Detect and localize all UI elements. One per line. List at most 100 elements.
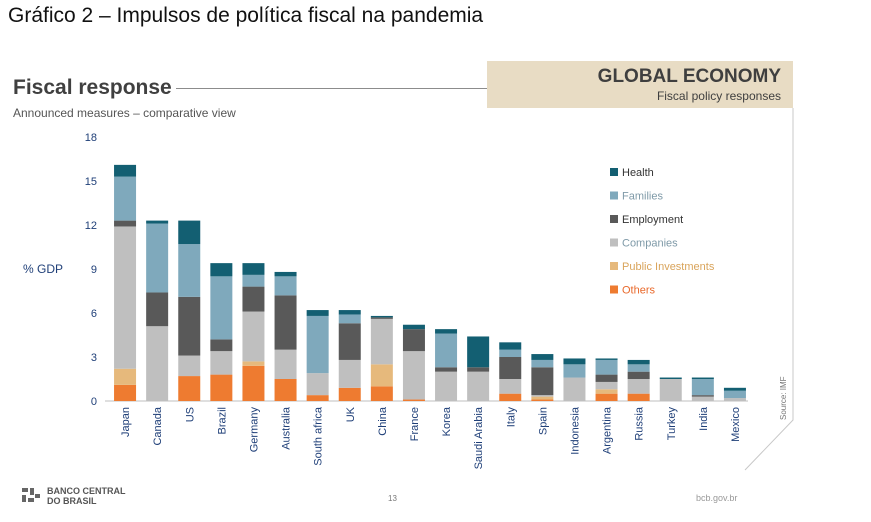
x-tick-label: India bbox=[698, 406, 710, 431]
bar-segment bbox=[595, 393, 618, 401]
bar-segment bbox=[242, 311, 265, 362]
legend-label: Employment bbox=[622, 214, 683, 226]
x-tick-label: Canada bbox=[152, 406, 164, 445]
bar-segment bbox=[210, 339, 233, 352]
bar-segment bbox=[370, 315, 393, 318]
bar-segment bbox=[563, 358, 586, 365]
x-tick-label: Australia bbox=[281, 406, 293, 450]
bar-segment bbox=[627, 371, 650, 379]
x-tick-label: Saudi Arabia bbox=[473, 406, 485, 469]
bar-segment bbox=[114, 164, 137, 177]
bar-segment bbox=[114, 220, 137, 227]
bar-segment bbox=[242, 286, 265, 312]
bar-segment bbox=[242, 274, 265, 287]
bar-segment bbox=[595, 358, 618, 360]
bar-segment bbox=[595, 374, 618, 382]
bar-segment bbox=[306, 395, 329, 401]
x-tick-label: China bbox=[377, 406, 389, 436]
bar-segment bbox=[402, 324, 425, 330]
x-tick-label: France bbox=[409, 407, 421, 441]
x-tick-label: Turkey bbox=[666, 407, 678, 441]
bar-segment bbox=[723, 387, 746, 391]
bar-segment bbox=[467, 367, 490, 372]
bar-segment bbox=[274, 379, 297, 401]
bar-segment bbox=[402, 351, 425, 400]
bar-segment bbox=[627, 393, 650, 401]
global-economy-badge: GLOBAL ECONOMY Fiscal policy responses bbox=[487, 61, 793, 108]
title-rule bbox=[176, 88, 488, 89]
bar-segment bbox=[435, 367, 458, 372]
y-tick-label: 6 bbox=[91, 308, 97, 320]
legend-swatch bbox=[610, 285, 618, 294]
bar-segment bbox=[178, 376, 201, 401]
bar-segment bbox=[531, 354, 554, 360]
bar-segment bbox=[370, 317, 393, 319]
bar-segment bbox=[306, 315, 329, 374]
y-tick-label: 9 bbox=[91, 264, 97, 276]
bar-segment bbox=[338, 359, 361, 388]
bar-segment bbox=[338, 310, 361, 315]
bar-segment bbox=[114, 176, 137, 221]
bar-segment bbox=[370, 386, 393, 401]
bar-segment bbox=[627, 364, 650, 372]
bar-segment bbox=[274, 276, 297, 296]
bar-segment bbox=[595, 381, 618, 390]
bar-segment bbox=[178, 244, 201, 297]
bar-segment bbox=[114, 368, 137, 385]
chart-frame bbox=[744, 108, 794, 471]
bar-segment bbox=[531, 359, 554, 368]
x-tick-label: Spain bbox=[537, 407, 549, 435]
source-note: Source: IMF bbox=[779, 376, 788, 420]
legend-swatch bbox=[610, 238, 618, 247]
bcb-logo-icon bbox=[22, 488, 40, 502]
bar-segment bbox=[274, 271, 297, 277]
slide-subtitle: Announced measures – comparative view bbox=[13, 106, 236, 120]
bar-segment bbox=[435, 333, 458, 368]
bar-segment bbox=[242, 361, 265, 366]
bar-segment bbox=[210, 263, 233, 277]
bar-segment bbox=[274, 349, 297, 379]
bar-segment bbox=[338, 323, 361, 360]
x-tick-label: US bbox=[184, 407, 196, 422]
bar-segment bbox=[210, 351, 233, 375]
x-tick-label: Mexico bbox=[730, 407, 742, 442]
y-tick-label: 15 bbox=[85, 176, 97, 188]
bar-segment bbox=[595, 359, 618, 375]
bar-segment bbox=[723, 398, 746, 401]
bar-segment bbox=[178, 355, 201, 377]
y-tick-label: 12 bbox=[85, 220, 97, 232]
bar-segment bbox=[467, 371, 490, 401]
bar-segment bbox=[691, 379, 714, 396]
bar-segment bbox=[723, 390, 746, 399]
bar-segment bbox=[370, 318, 393, 365]
bar-segment bbox=[627, 379, 650, 394]
bar-segment bbox=[499, 393, 522, 401]
legend-label: Others bbox=[622, 285, 656, 297]
bar-segment bbox=[242, 365, 265, 401]
bar-segment bbox=[370, 364, 393, 387]
bar-segment bbox=[563, 364, 586, 378]
bar-segment bbox=[627, 359, 650, 365]
bar-segment bbox=[338, 387, 361, 401]
bar-segment bbox=[659, 379, 682, 401]
bar-segment bbox=[595, 389, 618, 394]
bar-segment bbox=[274, 295, 297, 350]
legend-swatch bbox=[610, 215, 618, 223]
bar-segment bbox=[178, 296, 201, 356]
bar-segment bbox=[146, 326, 169, 401]
legend-label: Public Investments bbox=[622, 261, 715, 273]
bar-segment bbox=[435, 371, 458, 401]
bar-segment bbox=[146, 223, 169, 293]
legend-swatch bbox=[610, 191, 618, 200]
bar-segment bbox=[306, 310, 329, 316]
x-tick-label: Italy bbox=[505, 407, 517, 428]
bar-segment bbox=[531, 399, 554, 401]
bar-segment bbox=[210, 374, 233, 401]
bar-segment bbox=[146, 292, 169, 327]
bar-segment bbox=[691, 396, 714, 401]
bar-segment bbox=[114, 384, 137, 401]
footer-url: bcb.gov.br bbox=[696, 493, 738, 503]
bar-segment bbox=[531, 396, 554, 400]
badge-subtitle: Fiscal policy responses bbox=[656, 89, 781, 103]
